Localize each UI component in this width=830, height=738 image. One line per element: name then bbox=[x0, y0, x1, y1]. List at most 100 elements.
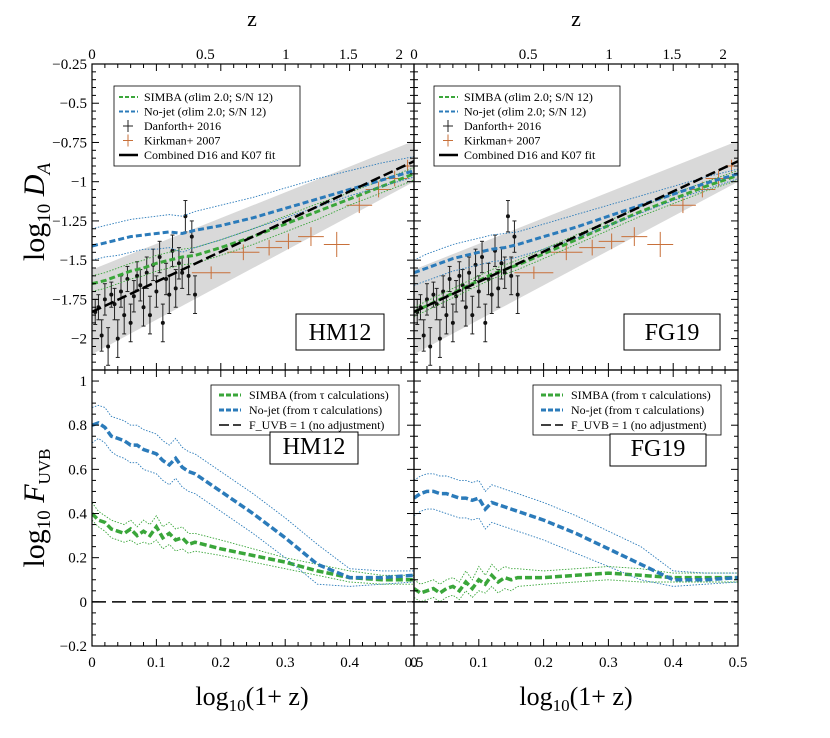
legend-item: F_UVB = 1 (no adjustment) bbox=[571, 418, 706, 432]
x-tick-label: 0.1 bbox=[147, 655, 166, 671]
panel-label-box bbox=[295, 313, 385, 351]
simba-median-line bbox=[92, 172, 414, 286]
danforth-marker bbox=[489, 292, 494, 297]
danforth-marker bbox=[457, 273, 462, 278]
x-tick-label: 0.2 bbox=[211, 655, 230, 671]
legend-item: No-jet (from τ calculations) bbox=[571, 403, 704, 417]
danforth-point bbox=[164, 262, 169, 296]
top-xlabel-right: z bbox=[571, 6, 581, 31]
y-tick-label: 0.6 bbox=[68, 462, 87, 478]
danforth-marker bbox=[450, 320, 455, 325]
no-jet-upper-line bbox=[414, 168, 738, 261]
danforth-marker bbox=[160, 320, 165, 325]
top-tick-label: 0 bbox=[88, 47, 96, 63]
x-tick-label: 0.5 bbox=[405, 655, 424, 671]
danforth-marker bbox=[193, 292, 198, 297]
legend-box bbox=[532, 384, 722, 436]
kirkman-point bbox=[514, 266, 554, 279]
danforth-point bbox=[454, 280, 459, 313]
x-tick-label: 0.5 bbox=[729, 655, 748, 671]
danforth-point bbox=[509, 256, 514, 296]
danforth-point bbox=[176, 247, 181, 280]
danforth-point bbox=[115, 319, 120, 358]
no-jet-median-line bbox=[414, 489, 738, 582]
danforth-marker bbox=[476, 289, 481, 294]
danforth-point bbox=[467, 256, 472, 289]
fit-line bbox=[92, 160, 414, 314]
panel-top-fg19 bbox=[414, 140, 738, 366]
legend-item: Combined D16 and K07 fit bbox=[144, 148, 276, 162]
danforth-point bbox=[157, 240, 162, 274]
legend-box bbox=[433, 85, 621, 167]
x-tick-label: 0 bbox=[410, 655, 418, 671]
simba-upper-line bbox=[92, 502, 414, 576]
kirkman-point bbox=[647, 231, 674, 258]
danforth-marker bbox=[128, 320, 133, 325]
top-tick-label: 1 bbox=[605, 47, 613, 63]
legend-item: SIMBA (σlim 2.0; S/N 12) bbox=[144, 90, 273, 104]
top-tick-label: 1 bbox=[282, 47, 290, 63]
danforth-marker bbox=[444, 313, 449, 318]
kirkman-point bbox=[669, 197, 696, 214]
panel-label-box bbox=[623, 313, 721, 351]
danforth-marker bbox=[125, 276, 130, 281]
top-tick-label: 1.5 bbox=[662, 47, 681, 63]
y-tick-label: 0.4 bbox=[68, 507, 87, 523]
y-tick-label: −0.25 bbox=[52, 57, 87, 73]
panel-label-box bbox=[269, 431, 359, 465]
danforth-point bbox=[502, 256, 507, 289]
danforth-point bbox=[441, 275, 446, 308]
kirkman-point bbox=[275, 233, 302, 250]
danforth-marker bbox=[131, 294, 136, 299]
panel-bottom-hm12 bbox=[92, 404, 414, 603]
x-tick-label: 0.1 bbox=[469, 655, 488, 671]
ylabel-bottom: log10 FUVB bbox=[18, 448, 55, 567]
no-jet-lower-line bbox=[414, 178, 738, 286]
danforth-point bbox=[189, 220, 194, 253]
legend-item: Kirkman+ 2007 bbox=[464, 134, 540, 148]
xlabel-right: log10(1+ z) bbox=[519, 682, 632, 715]
panel-label-text: FG19 bbox=[645, 320, 700, 346]
legend-top: SIMBA (σlim 2.0; S/N 12)No-jet (σlim 2.0… bbox=[113, 85, 301, 167]
legend-item: Combined D16 and K07 fit bbox=[464, 148, 596, 162]
fit-band bbox=[414, 140, 738, 355]
panel-label-box bbox=[609, 433, 707, 467]
danforth-marker bbox=[99, 333, 104, 338]
y-tick-label: −2 bbox=[71, 332, 87, 348]
danforth-marker bbox=[176, 261, 181, 266]
x-tick-label: 0.4 bbox=[664, 655, 683, 671]
no-jet-upper-line bbox=[414, 473, 738, 574]
svg-text:log10(1+ z): log10(1+ z) bbox=[519, 682, 632, 715]
danforth-point bbox=[102, 283, 107, 316]
danforth-marker bbox=[122, 313, 127, 318]
danforth-marker bbox=[505, 214, 510, 219]
danforth-marker bbox=[499, 261, 504, 266]
danforth-marker bbox=[118, 289, 123, 294]
kirkman-point bbox=[298, 227, 324, 247]
kirkman-point bbox=[579, 239, 606, 256]
legend-bottom: SIMBA (from τ calculations)No-jet (from … bbox=[532, 384, 722, 436]
legend-item: F_UVB = 1 (no adjustment) bbox=[249, 418, 384, 432]
danforth-marker bbox=[170, 248, 175, 253]
danforth-point bbox=[128, 303, 133, 343]
kirkman-point bbox=[323, 231, 350, 258]
danforth-point bbox=[167, 275, 172, 315]
danforth-point bbox=[125, 265, 130, 293]
danforth-point bbox=[450, 303, 455, 343]
panel-frame bbox=[413, 369, 739, 647]
x-tick-label: 0.2 bbox=[534, 655, 553, 671]
simba-lower-line bbox=[92, 179, 414, 292]
x-tick-label: 0.3 bbox=[599, 655, 618, 671]
danforth-marker bbox=[431, 292, 436, 297]
y-tick-label: 0.2 bbox=[68, 551, 87, 567]
legend-item: No-jet (σlim 2.0; S/N 12) bbox=[144, 105, 266, 119]
danforth-marker bbox=[106, 344, 111, 349]
danforth-marker bbox=[437, 336, 442, 341]
no-jet-lower-line bbox=[92, 437, 414, 587]
legend-bottom: SIMBA (from τ calculations)No-jet (from … bbox=[210, 384, 400, 436]
svg-text:log10(1+ z): log10(1+ z) bbox=[195, 682, 308, 715]
kirkman-point bbox=[550, 244, 583, 261]
fit-line bbox=[414, 160, 738, 314]
danforth-point bbox=[131, 280, 136, 313]
kirkman-point bbox=[598, 233, 625, 250]
